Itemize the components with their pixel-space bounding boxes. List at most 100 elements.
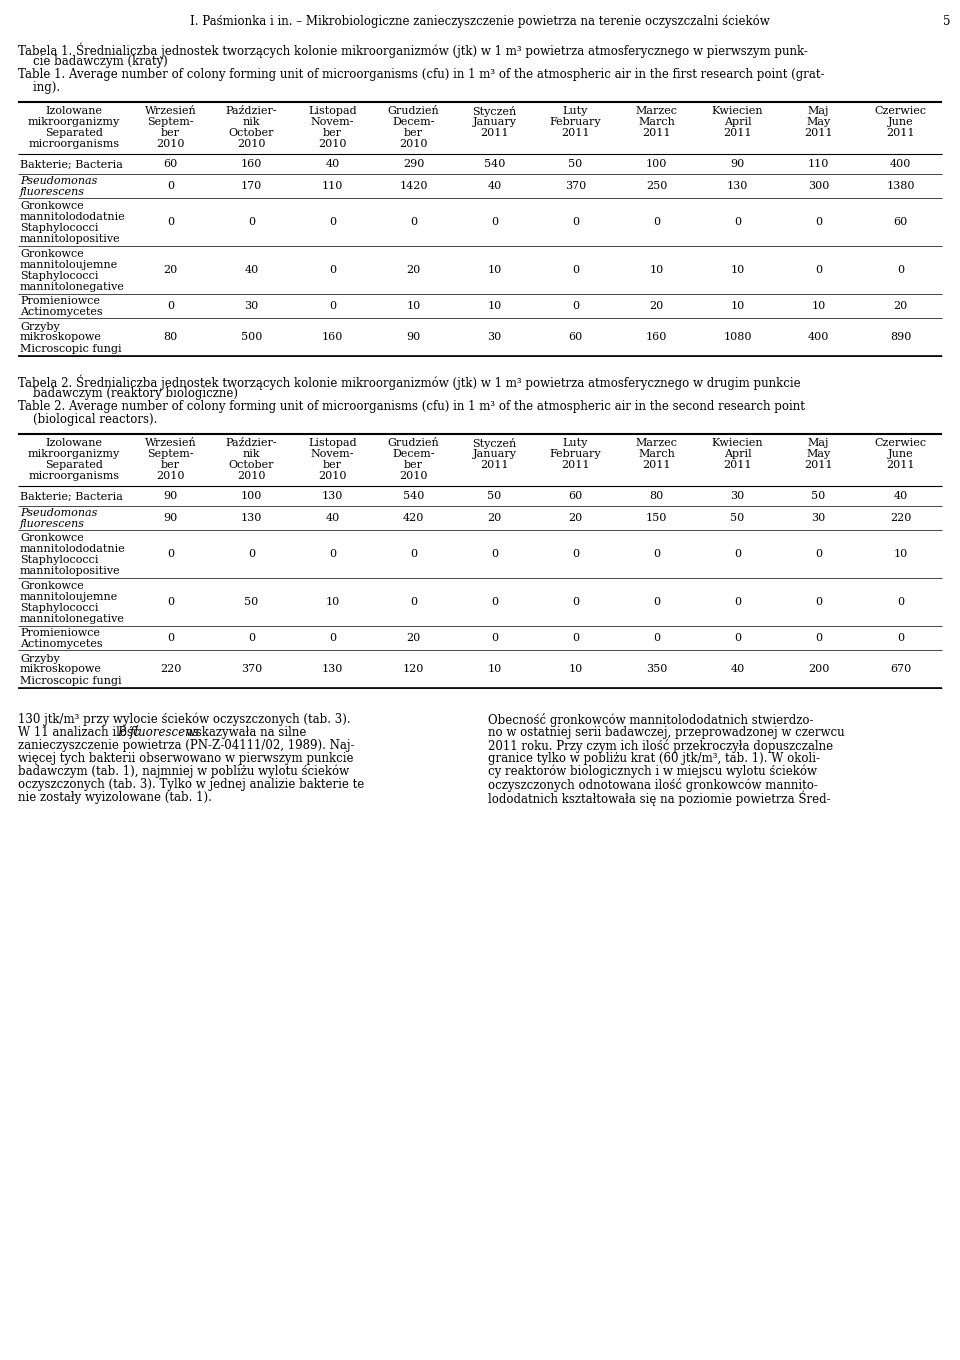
Text: 0: 0 <box>734 597 741 607</box>
Text: nik: nik <box>243 117 260 126</box>
Text: mannitolonegative: mannitolonegative <box>20 282 125 292</box>
Text: 40: 40 <box>325 159 340 169</box>
Text: 400: 400 <box>807 332 829 341</box>
Text: 10: 10 <box>731 301 745 311</box>
Text: 0: 0 <box>897 265 904 275</box>
Text: 40: 40 <box>731 664 745 675</box>
Text: Maj: Maj <box>807 106 829 116</box>
Text: Table 1. Average number of colony forming unit of microorganisms (cfu) in 1 m³ o: Table 1. Average number of colony formin… <box>18 68 825 82</box>
Text: Staphylococci: Staphylococci <box>20 271 99 282</box>
Text: 2010: 2010 <box>237 471 266 481</box>
Text: June: June <box>888 117 913 126</box>
Text: więcej tych bakterii obserwowano w pierwszym punkcie: więcej tych bakterii obserwowano w pierw… <box>18 752 353 764</box>
Text: June: June <box>888 449 913 460</box>
Text: mikroorganizmy: mikroorganizmy <box>28 449 120 460</box>
Text: 30: 30 <box>731 491 745 500</box>
Text: fluorescens: fluorescens <box>20 188 85 197</box>
Text: 500: 500 <box>241 332 262 341</box>
Text: 10: 10 <box>894 549 907 559</box>
Text: W 11 analizach ilość: W 11 analizach ilość <box>18 726 143 738</box>
Text: 20: 20 <box>406 632 420 643</box>
Text: cie badawczym (kraty): cie badawczym (kraty) <box>18 54 168 68</box>
Text: 40: 40 <box>245 265 258 275</box>
Text: Novem-: Novem- <box>311 449 354 460</box>
Text: 150: 150 <box>646 513 667 524</box>
Text: Microscopic fungi: Microscopic fungi <box>20 344 122 354</box>
Text: 20: 20 <box>163 265 178 275</box>
Text: Wrzesień: Wrzesień <box>145 106 197 116</box>
Text: 0: 0 <box>897 632 904 643</box>
Text: Promieniowce: Promieniowce <box>20 628 100 638</box>
Text: 130: 130 <box>241 513 262 524</box>
Text: 0: 0 <box>653 632 660 643</box>
Text: 400: 400 <box>890 159 911 169</box>
Text: 2011: 2011 <box>480 128 509 137</box>
Text: 0: 0 <box>248 632 255 643</box>
Text: May: May <box>806 117 830 126</box>
Text: Gronkowce: Gronkowce <box>20 581 84 592</box>
Text: ber: ber <box>161 460 180 471</box>
Text: 10: 10 <box>488 301 502 311</box>
Text: 2011: 2011 <box>886 460 915 471</box>
Text: February: February <box>550 117 601 126</box>
Text: 370: 370 <box>564 181 587 190</box>
Text: 1380: 1380 <box>886 181 915 190</box>
Text: mannitoloujemne: mannitoloujemne <box>20 592 118 602</box>
Text: Grzyby: Grzyby <box>20 321 60 332</box>
Text: October: October <box>228 128 275 137</box>
Text: 130: 130 <box>322 491 343 500</box>
Text: mannitoloujemne: mannitoloujemne <box>20 260 118 271</box>
Text: 0: 0 <box>572 265 579 275</box>
Text: 60: 60 <box>163 159 178 169</box>
Text: 10: 10 <box>649 265 663 275</box>
Text: Promieniowce: Promieniowce <box>20 296 100 306</box>
Text: Actinomycetes: Actinomycetes <box>20 639 103 649</box>
Text: 370: 370 <box>241 664 262 675</box>
Text: P. fluorescens: P. fluorescens <box>117 726 199 738</box>
Text: Izolowane: Izolowane <box>45 438 103 447</box>
Text: 0: 0 <box>491 597 498 607</box>
Text: mikroskopowe: mikroskopowe <box>20 332 102 343</box>
Text: Staphylococci: Staphylococci <box>20 602 99 613</box>
Text: 2011: 2011 <box>804 460 832 471</box>
Text: Decem-: Decem- <box>393 449 435 460</box>
Text: 0: 0 <box>815 597 822 607</box>
Text: 100: 100 <box>646 159 667 169</box>
Text: Kwiecien: Kwiecien <box>711 106 763 116</box>
Text: March: March <box>638 117 675 126</box>
Text: 90: 90 <box>731 159 745 169</box>
Text: 90: 90 <box>406 332 420 341</box>
Text: 0: 0 <box>653 597 660 607</box>
Text: microorganisms: microorganisms <box>29 471 120 481</box>
Text: nik: nik <box>243 449 260 460</box>
Text: 30: 30 <box>245 301 258 311</box>
Text: 0: 0 <box>167 218 174 227</box>
Text: 20: 20 <box>894 301 907 311</box>
Text: Septem-: Septem- <box>147 449 194 460</box>
Text: nie zostały wyizolowane (tab. 1).: nie zostały wyizolowane (tab. 1). <box>18 792 212 804</box>
Text: oczyszczonych (tab. 3). Tylko w jednej analizie bakterie te: oczyszczonych (tab. 3). Tylko w jednej a… <box>18 778 364 792</box>
Text: Staphylococci: Staphylococci <box>20 555 99 564</box>
Text: April: April <box>724 449 752 460</box>
Text: 0: 0 <box>653 549 660 559</box>
Text: Grudzień: Grudzień <box>388 106 440 116</box>
Text: 2011: 2011 <box>723 460 752 471</box>
Text: 1420: 1420 <box>399 181 428 190</box>
Text: 300: 300 <box>807 181 829 190</box>
Text: 60: 60 <box>894 218 907 227</box>
Text: 40: 40 <box>488 181 502 190</box>
Text: 50: 50 <box>245 597 258 607</box>
Text: 670: 670 <box>890 664 911 675</box>
Text: lododatnich kształtowała się na poziomie powietrza Śred-: lododatnich kształtowała się na poziomie… <box>488 792 830 806</box>
Text: Tabela 1. Średnialiczba jednostek tworzących kolonie mikroorganizmów (jtk) w 1 m: Tabela 1. Średnialiczba jednostek tworzą… <box>18 42 808 57</box>
Text: Pseudomonas: Pseudomonas <box>20 509 97 518</box>
Text: 2011: 2011 <box>723 128 752 137</box>
Text: April: April <box>724 117 752 126</box>
Text: 160: 160 <box>322 332 343 341</box>
Text: Tabela 2. Średnialiczba jednostek tworzących kolonie mikroorganizmów (jtk) w 1 m: Tabela 2. Średnialiczba jednostek tworzą… <box>18 374 801 389</box>
Text: 2010: 2010 <box>156 139 184 150</box>
Text: 130 jtk/m³ przy wylocie ścieków oczyszczonych (tab. 3).: 130 jtk/m³ przy wylocie ścieków oczyszcz… <box>18 713 350 726</box>
Text: 2011: 2011 <box>886 128 915 137</box>
Text: Kwiecien: Kwiecien <box>711 438 763 447</box>
Text: 100: 100 <box>241 491 262 500</box>
